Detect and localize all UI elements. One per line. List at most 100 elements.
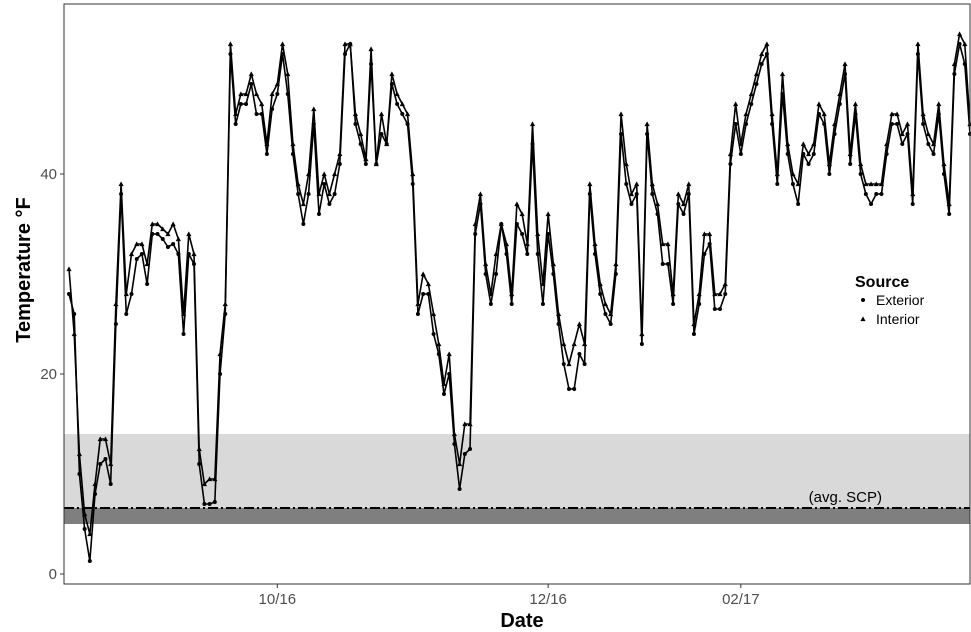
data-point-exterior xyxy=(488,302,493,306)
data-point-exterior xyxy=(457,487,462,491)
data-point-exterior xyxy=(254,112,259,116)
data-point-exterior xyxy=(233,122,238,126)
data-point-interior xyxy=(665,241,671,247)
data-point-exterior xyxy=(639,342,644,346)
data-point-interior xyxy=(259,101,265,107)
data-point-interior xyxy=(639,331,645,337)
panel-border xyxy=(63,3,971,585)
data-point-interior xyxy=(733,101,739,107)
avg-scp-line-group: (avg. SCP) xyxy=(64,489,970,509)
data-point-interior xyxy=(613,261,619,267)
data-point-interior xyxy=(212,476,218,482)
legend: Source Exterior Interior xyxy=(855,274,925,327)
data-point-exterior xyxy=(749,102,754,106)
data-point-exterior xyxy=(608,322,613,326)
data-point-exterior xyxy=(202,502,207,506)
data-point-interior xyxy=(66,266,72,272)
data-point-exterior xyxy=(624,182,629,186)
data-point-exterior xyxy=(134,257,139,261)
data-point-exterior xyxy=(197,462,202,466)
data-point-exterior xyxy=(650,192,655,196)
data-point-interior xyxy=(389,71,395,77)
data-point-interior xyxy=(779,71,786,77)
data-point-exterior xyxy=(244,102,249,106)
data-point-exterior xyxy=(400,112,405,116)
data-point-exterior xyxy=(67,292,71,296)
data-point-exterior xyxy=(671,302,676,306)
data-point-interior xyxy=(248,71,254,77)
data-point-interior xyxy=(910,191,916,197)
data-point-exterior xyxy=(129,292,134,296)
data-point-interior xyxy=(436,341,442,347)
data-point-interior xyxy=(332,171,338,177)
data-point-interior xyxy=(852,101,859,107)
data-point-interior xyxy=(597,281,603,287)
data-point-exterior xyxy=(316,212,321,216)
data-point-exterior xyxy=(577,352,582,356)
data-point-interior xyxy=(826,161,832,167)
data-point-exterior xyxy=(754,82,759,86)
data-point-interior xyxy=(811,141,817,147)
data-point-exterior xyxy=(379,132,384,136)
data-point-interior xyxy=(941,161,947,167)
data-point-interior xyxy=(873,181,879,187)
data-point-exterior xyxy=(540,302,545,306)
data-point-interior xyxy=(488,291,494,297)
data-point-exterior xyxy=(827,172,832,176)
data-point-interior xyxy=(946,201,952,207)
data-point-interior xyxy=(123,291,129,297)
data-point-interior xyxy=(201,481,208,487)
legend-label-exterior: Exterior xyxy=(876,292,925,308)
y-tick-label: 20 xyxy=(40,366,57,383)
data-point-interior xyxy=(592,241,598,247)
data-point-exterior xyxy=(468,447,473,451)
data-point-exterior xyxy=(181,332,186,336)
data-point-interior xyxy=(717,291,723,297)
data-point-interior xyxy=(608,311,614,317)
data-point-interior xyxy=(305,171,312,177)
data-point-interior xyxy=(753,71,760,77)
data-point-interior xyxy=(274,81,280,87)
data-point-exterior xyxy=(806,162,811,166)
series-interior xyxy=(66,31,971,537)
data-point-interior xyxy=(180,311,187,317)
data-point-interior xyxy=(467,421,473,427)
data-point-exterior xyxy=(301,222,306,226)
data-point-interior xyxy=(342,41,348,47)
data-point-interior xyxy=(790,171,796,177)
data-point-interior xyxy=(691,321,697,327)
data-point-interior xyxy=(805,151,812,157)
data-point-exterior xyxy=(207,502,212,506)
data-point-exterior xyxy=(160,237,165,241)
data-point-interior xyxy=(800,141,806,147)
data-point-interior xyxy=(649,181,655,187)
data-point-interior xyxy=(660,241,666,247)
data-point-interior xyxy=(191,251,197,257)
data-point-exterior xyxy=(421,292,426,296)
data-point-interior xyxy=(71,331,77,337)
data-point-exterior xyxy=(723,292,728,296)
data-point-exterior xyxy=(337,162,342,166)
data-point-exterior xyxy=(603,312,608,316)
data-point-exterior xyxy=(910,202,915,206)
data-point-exterior xyxy=(895,122,900,126)
data-point-interior xyxy=(821,111,827,117)
data-point-interior xyxy=(139,241,145,247)
data-point-exterior xyxy=(353,122,358,126)
data-point-interior xyxy=(128,251,135,257)
data-point-interior xyxy=(446,351,452,357)
data-point-interior xyxy=(134,241,140,247)
data-point-exterior xyxy=(947,212,952,216)
data-point-exterior xyxy=(165,245,170,249)
data-point-exterior xyxy=(598,292,603,296)
data-point-exterior xyxy=(509,302,514,306)
data-point-exterior xyxy=(660,262,665,266)
data-point-interior xyxy=(634,181,640,187)
data-point-interior xyxy=(899,131,905,137)
data-point-interior xyxy=(170,221,176,227)
data-point-exterior xyxy=(332,192,337,196)
data-point-exterior xyxy=(718,307,723,311)
data-point-interior xyxy=(384,141,390,147)
series-layer xyxy=(66,31,971,563)
data-point-interior xyxy=(425,281,431,287)
